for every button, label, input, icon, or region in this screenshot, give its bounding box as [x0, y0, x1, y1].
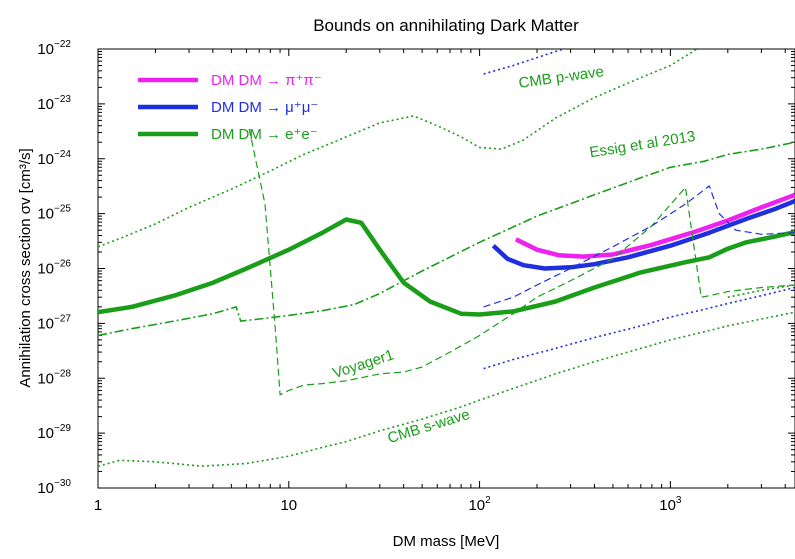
series-line-1 — [491, 198, 795, 271]
x-tick-label: 102 — [468, 495, 491, 514]
y-tick-label: 10−28 — [37, 368, 71, 387]
x-tick-label: 1 — [94, 497, 102, 514]
series-group — [98, 49, 795, 467]
y-axis-title: Annihilation cross section σv [cm³/s] — [17, 148, 34, 387]
y-tick-label: 10−23 — [37, 94, 71, 113]
annotation-0: CMB p-wave — [518, 63, 605, 92]
series-line-2 — [98, 217, 795, 317]
y-tick-label: 10−27 — [37, 313, 71, 332]
series-line-0 — [514, 192, 795, 259]
series-line-9 — [483, 49, 567, 75]
y-tick-label: 10−25 — [37, 204, 71, 223]
annotation-3: CMB s-wave — [386, 406, 472, 447]
chart-title: Bounds on annihilating Dark Matter — [313, 16, 579, 35]
y-tick-label: 10−26 — [37, 259, 71, 278]
y-tick-label: 10−24 — [37, 149, 71, 168]
series-line-10 — [483, 286, 795, 370]
x-tick-label: 103 — [659, 495, 682, 514]
x-tick-label: 10 — [280, 497, 297, 514]
legend-label-1: DM DM → μ⁺μ⁻ — [211, 99, 318, 116]
legend: DM DM → π⁺π⁻ DM DM → μ⁺μ⁻ DM DM → e⁺e⁻ — [138, 72, 322, 143]
legend-label-2: DM DM → e⁺e⁻ — [211, 126, 318, 143]
series-line-7 — [248, 128, 795, 396]
series-line-5 — [98, 141, 795, 337]
series-line-8 — [483, 185, 795, 308]
series-line-3 — [98, 49, 699, 248]
x-axis-title: DM mass [MeV] — [393, 533, 500, 550]
series-line-6 — [727, 284, 795, 298]
y-tick-label: 10−22 — [37, 39, 71, 58]
y-tick-label: 10−29 — [37, 423, 71, 442]
annotation-1: Essig et al 2013 — [588, 128, 696, 161]
axis-ticks: 1 10 102 103 10−30 10−29 10−28 10−27 10−26 10−25 1… — [37, 39, 795, 514]
y-tick-label: 10−30 — [37, 478, 71, 497]
series-line-4 — [98, 311, 795, 467]
legend-label-0: DM DM → π⁺π⁻ — [211, 72, 322, 89]
